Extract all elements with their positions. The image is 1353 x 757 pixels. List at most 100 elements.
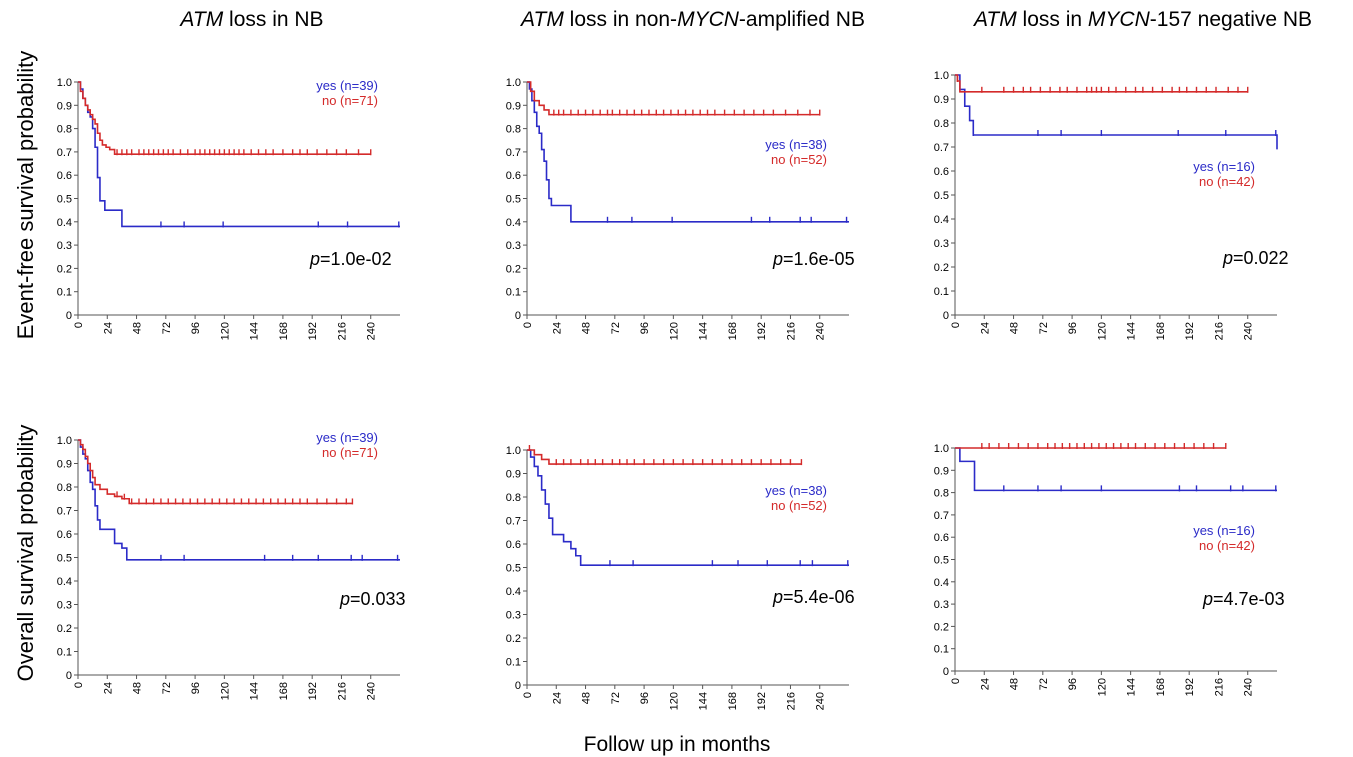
legend-yes: yes (n=38) — [765, 483, 827, 498]
series-line-yes — [527, 449, 849, 566]
km-plot-os-all-nb: 0 0.1 0.2 0.3 0.4 0.5 0.6 0.7 0.8 0.9 1.0 0 24 48 72 96… — [57, 430, 406, 700]
y-tick-label: 0.6 — [934, 166, 949, 178]
legend-no: no (n=52) — [771, 498, 827, 513]
y-tick-label: 0.7 — [506, 516, 521, 528]
column-title-2: ATM loss in non-MYCN-amplified NB — [521, 8, 865, 31]
x-tick-label: 0 — [950, 678, 962, 684]
legend-yes: yes (n=16) — [1193, 159, 1255, 174]
series-line-no — [527, 81, 820, 116]
legend-yes: yes (n=39) — [316, 430, 378, 445]
x-tick-label: 24 — [551, 322, 563, 334]
x-tick-label: 216 — [785, 692, 797, 710]
y-tick-label: 0.2 — [934, 621, 949, 633]
x-tick-label: 96 — [639, 322, 651, 334]
y-tick-label: 0.1 — [506, 657, 521, 669]
series-line-yes — [527, 81, 849, 223]
column-title-1: ATM loss in NB — [180, 8, 324, 31]
x-tick-label: 0 — [522, 692, 534, 698]
row-label-overall: Overall survival probability — [13, 424, 38, 682]
y-tick-label: 0.7 — [934, 510, 949, 522]
p-value-label: p=0.022 — [1222, 248, 1289, 268]
x-tick-label: 168 — [278, 682, 290, 700]
y-tick-label: 0.5 — [57, 553, 72, 565]
x-tick-label: 24 — [102, 682, 114, 694]
y-tick-label: 0.3 — [506, 240, 521, 252]
y-tick-label: 0.1 — [934, 644, 949, 656]
x-tick-label: 0 — [522, 322, 534, 328]
x-tick-label: 24 — [979, 322, 991, 334]
x-tick-label: 168 — [727, 692, 739, 710]
x-tick-label: 240 — [1243, 322, 1255, 340]
x-tick-label: 72 — [161, 322, 173, 334]
km-plot-os-non-mycn-amplified: 0 0.1 0.2 0.3 0.4 0.5 0.6 0.7 0.8 0.9 1.0 0 24 48 72 96… — [506, 445, 855, 710]
p-value-label: p=1.6e-05 — [772, 249, 855, 269]
y-tick-label: 0.4 — [934, 577, 949, 589]
y-tick-label: 0.6 — [57, 170, 72, 182]
y-tick-label: 0.5 — [934, 555, 949, 567]
y-tick-label: 0.6 — [57, 529, 72, 541]
x-tick-label: 96 — [1067, 322, 1079, 334]
y-tick-label: 0.4 — [934, 214, 949, 226]
legend-no: no (n=42) — [1199, 174, 1255, 189]
y-tick-label: 0.1 — [57, 287, 72, 299]
y-tick-label: 0.2 — [506, 633, 521, 645]
x-tick-label: 144 — [698, 322, 710, 340]
y-tick-label: 0.5 — [57, 194, 72, 206]
p-value-label: p=0.033 — [339, 589, 406, 609]
y-tick-label: 0.3 — [506, 610, 521, 622]
x-tick-label: 72 — [1038, 678, 1050, 690]
y-tick-label: 0.9 — [934, 465, 949, 477]
x-tick-label: 0 — [73, 682, 85, 688]
y-tick-label: 0.4 — [57, 576, 72, 588]
y-tick-label: 0.6 — [506, 539, 521, 551]
x-tick-label: 168 — [727, 322, 739, 340]
x-tick-label: 120 — [1096, 678, 1108, 696]
y-tick-label: 0.1 — [934, 286, 949, 298]
y-tick-label: 0.4 — [506, 586, 521, 598]
x-tick-label: 48 — [581, 692, 593, 704]
x-tick-label: 120 — [1096, 322, 1108, 340]
x-tick-label: 192 — [756, 692, 768, 710]
km-plot-efs-all-nb: 0 0.1 0.2 0.3 0.4 0.5 0.6 0.7 0.8 0.9 1.0 0 24 48 72 96… — [57, 77, 400, 340]
x-tick-label: 48 — [1009, 322, 1021, 334]
y-tick-label: 1.0 — [57, 77, 72, 89]
x-axis-title: Follow up in months — [583, 733, 771, 756]
x-tick-label: 240 — [366, 322, 378, 340]
x-tick-label: 24 — [979, 678, 991, 690]
y-tick-label: 0.7 — [57, 506, 72, 518]
x-tick-label: 192 — [307, 682, 319, 700]
series-line-no — [955, 74, 1248, 93]
series-line-no — [78, 81, 371, 156]
y-tick-label: 0.2 — [57, 263, 72, 275]
legend-no: no (n=42) — [1199, 538, 1255, 553]
y-tick-label: 0.9 — [506, 100, 521, 112]
y-tick-label: 0.3 — [57, 600, 72, 612]
x-tick-label: 168 — [1155, 678, 1167, 696]
y-tick-label: 0.2 — [934, 262, 949, 274]
legend-no: no (n=52) — [771, 152, 827, 167]
x-tick-label: 48 — [132, 682, 144, 694]
x-tick-label: 240 — [366, 682, 378, 700]
p-value-label: p=1.0e-02 — [309, 249, 392, 269]
legend-no: no (n=71) — [322, 93, 378, 108]
x-tick-label: 144 — [249, 682, 261, 700]
y-tick-label: 0.8 — [506, 492, 521, 504]
series-line-yes — [955, 447, 1277, 492]
y-tick-label: 1.0 — [57, 435, 72, 447]
p-value-label: p=4.7e-03 — [1202, 589, 1285, 609]
y-tick-label: 1.0 — [934, 70, 949, 82]
y-tick-label: 0 — [66, 670, 72, 682]
y-tick-label: 0.1 — [57, 647, 72, 659]
x-tick-label: 240 — [815, 692, 827, 710]
y-tick-label: 0.3 — [57, 240, 72, 252]
y-tick-label: 0.8 — [57, 124, 72, 136]
y-tick-label: 0 — [515, 680, 521, 692]
x-tick-label: 96 — [639, 692, 651, 704]
y-tick-label: 0.8 — [934, 488, 949, 500]
y-tick-label: 0.2 — [506, 263, 521, 275]
legend-yes: yes (n=39) — [316, 78, 378, 93]
x-tick-label: 192 — [307, 322, 319, 340]
km-plot-efs-mycn157-negative: 0 0.1 0.2 0.3 0.4 0.5 0.6 0.7 0.8 0.9 1.0 0 24 48 72 96… — [934, 70, 1289, 340]
x-tick-label: 240 — [1243, 678, 1255, 696]
y-tick-label: 1.0 — [934, 443, 949, 455]
